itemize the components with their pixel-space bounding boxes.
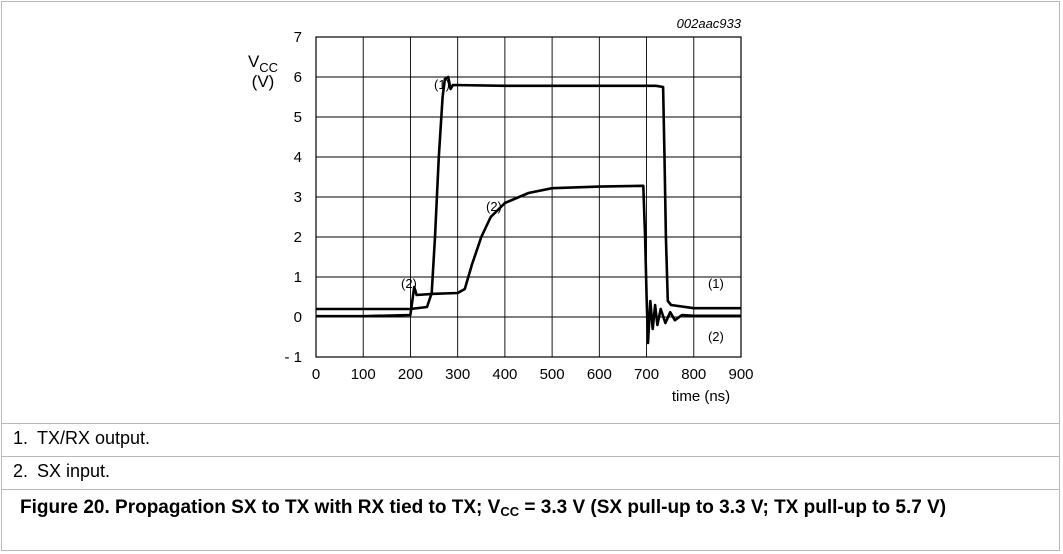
y-tick-label: 7 bbox=[294, 29, 302, 46]
chart-annotations: (1) (2) (2) (1) (2) bbox=[401, 77, 724, 344]
x-tick-label: 700 bbox=[634, 366, 659, 383]
divider bbox=[1, 489, 1059, 490]
series-line-1 bbox=[316, 75, 741, 311]
x-tick-label: 500 bbox=[540, 366, 565, 383]
divider bbox=[1, 456, 1059, 457]
note-text: SX input. bbox=[37, 461, 111, 481]
x-tick-label: 400 bbox=[492, 366, 517, 383]
x-tick-label: 0 bbox=[312, 366, 320, 383]
figure-id: 002aac933 bbox=[677, 16, 742, 31]
chart-grid bbox=[315, 36, 742, 358]
y-tick-label: 0 bbox=[294, 309, 302, 326]
divider bbox=[1, 423, 1059, 424]
y-axis-unit: (V) bbox=[252, 72, 275, 91]
x-tick-label: 600 bbox=[587, 366, 612, 383]
series-annotation: (1) bbox=[434, 77, 450, 92]
x-tick-label: 200 bbox=[398, 366, 423, 383]
note-number: 2. bbox=[12, 461, 28, 481]
note-number: 1. bbox=[12, 428, 28, 448]
x-tick-label: 900 bbox=[728, 366, 753, 383]
y-axis-label: VCC bbox=[248, 52, 278, 75]
note-item-1: 1. TX/RX output. bbox=[4, 428, 150, 449]
x-tick-label: 300 bbox=[445, 366, 470, 383]
series-line-2 bbox=[316, 184, 741, 345]
x-tick-label: 100 bbox=[351, 366, 376, 383]
x-axis-label: time (ns) bbox=[672, 388, 730, 405]
y-tick-label: 1 bbox=[294, 269, 302, 286]
chart-ticks: 0 100 200 300 400 500 600 700 800 900 7 6 5 4 3 2 1 0 - 1 bbox=[284, 29, 753, 383]
series-annotation: (2) bbox=[486, 199, 502, 214]
x-tick-label: 800 bbox=[681, 366, 706, 383]
figure-caption: Figure 20. Propagation SX to TX with RX … bbox=[20, 497, 947, 519]
y-tick-label: 2 bbox=[294, 229, 302, 246]
series-annotation: (2) bbox=[401, 276, 417, 291]
series-annotation: (1) bbox=[708, 276, 724, 291]
y-tick-label: 5 bbox=[294, 109, 302, 126]
series-annotation: (2) bbox=[708, 329, 724, 344]
chart-series bbox=[316, 75, 741, 345]
y-tick-label: 6 bbox=[294, 69, 302, 86]
y-tick-label: - 1 bbox=[284, 349, 302, 366]
note-item-2: 2. SX input. bbox=[4, 461, 110, 482]
y-tick-label: 3 bbox=[294, 189, 302, 206]
note-text: TX/RX output. bbox=[37, 428, 151, 448]
y-tick-label: 4 bbox=[294, 149, 302, 166]
